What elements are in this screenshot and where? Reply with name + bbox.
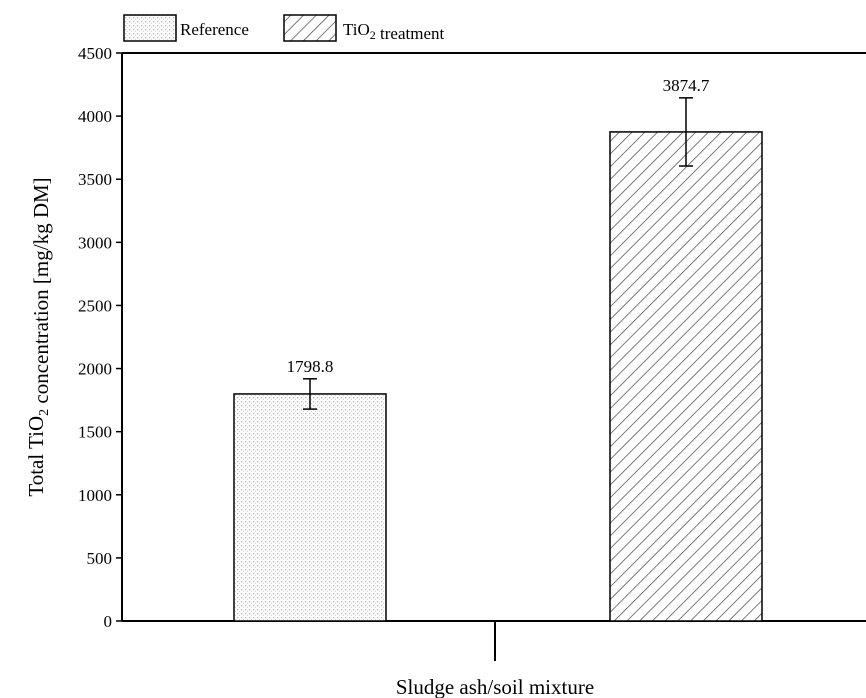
y-tick-label: 4500 <box>78 44 112 63</box>
legend-label: Reference <box>180 20 249 39</box>
y-tick-label: 1000 <box>78 486 112 505</box>
y-tick-label: 0 <box>104 612 113 631</box>
y-tick-label: 3000 <box>78 233 112 252</box>
y-tick-label: 3500 <box>78 170 112 189</box>
legend-swatch <box>283 14 337 42</box>
legend-swatch <box>123 14 177 42</box>
bar-reference <box>233 393 387 622</box>
data-label: 3874.7 <box>663 76 710 95</box>
y-axis-title: Total TiO2 concentration [mg/kg DM] <box>24 177 53 496</box>
x-axis-label: Sludge ash/soil mixture <box>396 675 594 698</box>
y-tick-label: 2500 <box>78 296 112 315</box>
legend-label: TiO2 treatment <box>343 20 445 43</box>
y-tick-label: 2000 <box>78 360 112 379</box>
legend: Reference TiO2 treatment <box>123 14 445 43</box>
bar-tio2-treatment <box>609 131 763 622</box>
data-label: 1798.8 <box>287 357 334 376</box>
y-tick-label: 4000 <box>78 107 112 126</box>
y-tick-label: 1500 <box>78 423 112 442</box>
y-tick-label: 500 <box>87 549 113 568</box>
